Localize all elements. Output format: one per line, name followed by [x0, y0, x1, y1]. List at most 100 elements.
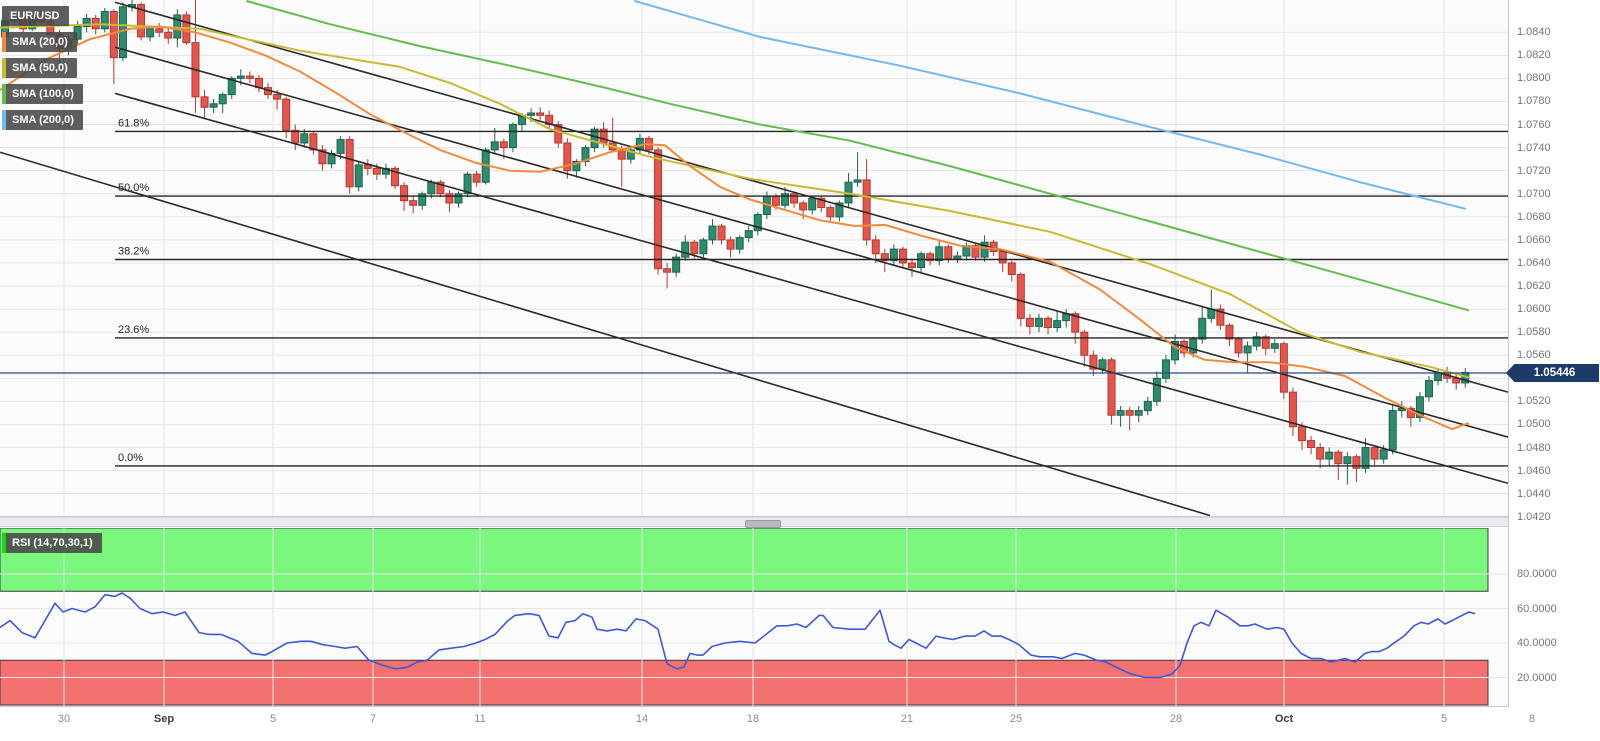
- rsi-oversold-zone: [0, 659, 1489, 706]
- indicator-badge-200[interactable]: SMA (20,0): [2, 32, 77, 52]
- candle-bull: [962, 242, 971, 261]
- main-chart-canvas[interactable]: 61.8% 50.0% 38.2% 23.6% 0.0%: [0, 0, 1508, 516]
- sma-line-sma-20[interactable]: [0, 25, 1469, 431]
- candle-bull: [336, 136, 345, 160]
- price-tick-label: 1.0620: [1517, 280, 1551, 293]
- candle-bull: [354, 161, 363, 192]
- candle-bear: [880, 249, 889, 273]
- candle-bear: [871, 235, 880, 263]
- candle-bear: [1016, 272, 1025, 327]
- candle-bull: [1388, 403, 1397, 455]
- symbol-badge-label: EUR/USD: [10, 10, 60, 22]
- sma-line-sma-200[interactable]: [634, 0, 1466, 210]
- candle-bull: [581, 145, 590, 167]
- time-tick-label: 18: [746, 713, 760, 725]
- time-tick-label: 11: [474, 713, 486, 725]
- candle-bear: [1089, 350, 1098, 376]
- panel-divider: [0, 517, 1508, 528]
- time-tick-label: Oct: [1274, 713, 1294, 725]
- candle-bull: [744, 226, 753, 243]
- rsi-tick-label: 40.0000: [1517, 637, 1557, 649]
- rsi-indicator-badge[interactable]: RSI (14,70,30,1): [2, 533, 102, 553]
- candle-bull: [1143, 396, 1152, 416]
- price-tick-label: 1.0700: [1517, 187, 1551, 200]
- candle-bull: [1325, 447, 1334, 466]
- candle-bull: [844, 172, 853, 208]
- price-tick-label: 1.0840: [1517, 26, 1551, 39]
- fib-label: 50.0%: [118, 182, 149, 194]
- rsi-line: [0, 592, 1476, 679]
- rsi-tick-label: 20.0000: [1517, 671, 1557, 684]
- candle-bull: [463, 171, 472, 198]
- panel-divider-grip[interactable]: [745, 520, 781, 528]
- candle-bear: [826, 205, 835, 222]
- candle-bear: [1298, 422, 1307, 450]
- time-tick-label: 5: [269, 713, 277, 725]
- time-tick-label: 14: [635, 713, 649, 725]
- candle-bull: [590, 126, 599, 153]
- rsi-tick-label: 80.0000: [1517, 568, 1557, 580]
- candle-bull: [835, 200, 844, 222]
- candle-bear: [536, 107, 545, 120]
- candle-bull: [490, 127, 499, 155]
- price-tick-label: 1.0660: [1517, 233, 1551, 246]
- candle-bull: [1171, 334, 1180, 365]
- trend-line[interactable]: [114, 1, 1508, 393]
- legend-badges: EUR/USD SMA (20,0) SMA (50,0) SMA (100,0) S…: [2, 6, 83, 130]
- indicator-badge-stripe: [2, 110, 6, 130]
- candle-bull: [753, 212, 762, 236]
- indicator-badge-stripe: [2, 32, 6, 52]
- fib-label: 0.0%: [118, 452, 143, 464]
- candle-bear: [563, 138, 572, 179]
- indicator-badge-2000[interactable]: SMA (200,0): [2, 110, 83, 130]
- rsi-canvas[interactable]: [0, 528, 1508, 706]
- candle-bear: [1279, 341, 1288, 400]
- candle-bear: [191, 0, 200, 114]
- time-tick-label: 5: [1440, 713, 1448, 725]
- time-axis[interactable]: 30 Sep 5 7 11 14 18 21 25 28 Oct 5 8: [0, 707, 1600, 741]
- candle-bear: [1316, 442, 1325, 469]
- indicator-badge-1000[interactable]: SMA (100,0): [2, 84, 83, 104]
- candle-bull: [1415, 392, 1424, 423]
- rsi-panel[interactable]: [0, 528, 1508, 707]
- price-tick-label: 1.0520: [1517, 395, 1551, 408]
- price-tick-label: 1.0640: [1517, 256, 1551, 269]
- trend-line[interactable]: [114, 46, 1508, 438]
- candle-bear: [445, 190, 454, 213]
- indicator-badge-500[interactable]: SMA (50,0): [2, 58, 77, 78]
- candle-bear: [164, 27, 173, 44]
- time-tick-label: 28: [1169, 713, 1183, 725]
- trend-line[interactable]: [0, 151, 1211, 516]
- candle-bull: [1062, 309, 1071, 328]
- candle-bear: [663, 262, 672, 289]
- sma-line-sma-100[interactable]: [246, 0, 1469, 312]
- candle-bear: [291, 124, 300, 150]
- candle-bear: [1080, 329, 1089, 367]
- candle-bear: [1307, 435, 1316, 455]
- price-tick-label: 1.0460: [1517, 464, 1551, 477]
- trend-line[interactable]: [114, 92, 1508, 485]
- price-tick-label: 1.0800: [1517, 72, 1551, 85]
- current-price-badge: 1.05446: [1506, 364, 1599, 382]
- indicator-badge-label: SMA (20,0): [12, 36, 68, 48]
- candle-bear: [409, 196, 418, 214]
- candle-bull: [681, 235, 690, 261]
- candle-bear: [391, 166, 400, 190]
- candle-bear: [1352, 454, 1361, 483]
- symbol-badge[interactable]: EUR/USD: [2, 6, 69, 26]
- price-tick-label: 1.0780: [1517, 95, 1551, 108]
- price-tick-label: 1.0440: [1517, 487, 1551, 500]
- indicator-badge-label: SMA (200,0): [12, 114, 74, 126]
- price-tick-label: 1.0720: [1517, 164, 1551, 177]
- candle-bull: [1397, 401, 1406, 418]
- fib-label: 61.8%: [118, 117, 149, 129]
- time-tick-label: 21: [900, 713, 914, 725]
- rsi-badge-stripe: [2, 533, 6, 553]
- time-tick-label: 30: [57, 713, 71, 725]
- sma-line-sma-50[interactable]: [0, 23, 1469, 379]
- candle-bear: [472, 170, 481, 187]
- candle-bear: [926, 251, 935, 266]
- main-chart-area[interactable]: 61.8% 50.0% 38.2% 23.6% 0.0%: [0, 0, 1508, 517]
- candle-bull: [1424, 375, 1433, 402]
